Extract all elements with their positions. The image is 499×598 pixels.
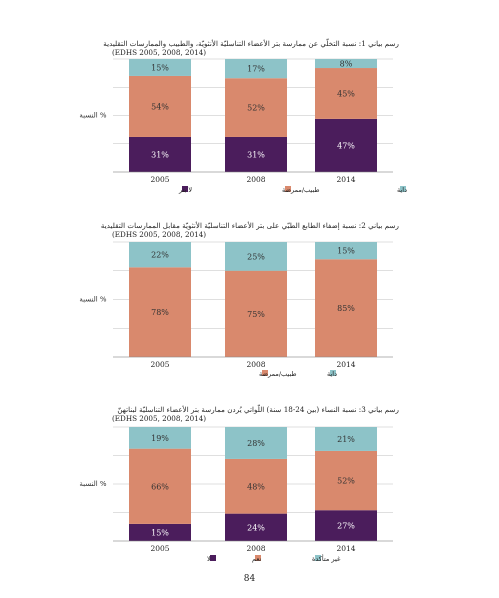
chart-2-plot: النسبة % 78% 22% 2005 75% 25% 2008 85% 15% 2014 طب… [79,241,393,378]
bar-segment [129,448,191,524]
data-label: 25% [247,252,265,261]
data-label: 28% [247,439,265,448]
legend-label: لا [207,555,211,563]
y-axis-label: النسبة % [79,112,107,120]
chart-1-title: رسم بياني 1: نسبة التخلّي عن ممارسة بتر … [103,39,399,48]
bar-segment [225,78,287,137]
y-axis-label: النسبة % [79,296,107,304]
chart-3-plot: النسبة % 15% 66% 19% 2005 24% 48% 28% 2008 27% 52%… [79,426,393,563]
legend-label: طبيب/ممرضة [282,186,320,194]
data-label: 52% [247,104,265,113]
data-label: 15% [151,528,169,537]
data-label: 78% [151,308,169,317]
bar-segment [225,458,287,514]
bar-segment [315,427,377,451]
data-label: 31% [151,150,169,159]
data-label: 85% [337,304,355,313]
data-label: 19% [151,434,169,443]
page-number: 84 [243,574,256,584]
bar-segment [315,242,377,260]
bar-segment [315,450,377,511]
chart-3-subtitle: (EDHS 2005, 2008, 2014) [112,414,207,423]
legend-swatch [285,186,291,192]
bar-segment [129,267,191,357]
chart-2-subtitle: (EDHS 2005, 2008, 2014) [112,230,207,239]
bar-segment [225,242,287,271]
chart-3-title: رسم بياني 3: نسبة النساء (بين 24-18 سنة)… [117,405,399,414]
bar-segment [129,59,191,76]
bar-segment [129,75,191,137]
chart-1-plot: النسبة % 31% 54% 15% 2005 31% 52% 17% 2008 47% 45%… [79,58,407,194]
data-label: 47% [337,141,355,150]
data-label: 15% [151,63,169,72]
data-label: 52% [337,477,355,486]
bar-segment [315,118,377,172]
legend-swatch [210,555,216,561]
legend-label: داية [397,186,407,194]
x-tick-label: 2008 [246,175,265,184]
legend-label: غير متأكدة [312,554,341,563]
legend-swatch [330,370,336,376]
legend-swatch [262,370,268,376]
bar-segment [315,68,377,119]
bar-segment [225,59,287,79]
legend-swatch [255,555,261,561]
x-tick-label: 2005 [150,175,169,184]
legend-label: طبيب/ممرضة [259,370,297,378]
bar-segment [129,242,191,268]
x-tick-label: 2014 [336,175,355,184]
data-label: 17% [247,65,265,74]
chart-1-subtitle: (EDHS 2005, 2008, 2014) [112,48,207,57]
bar-segment [315,259,377,357]
legend-swatch [182,186,188,192]
x-tick-label: 2008 [246,360,265,369]
legend-label: نعم [252,555,261,563]
data-label: 66% [151,482,169,491]
x-tick-label: 2005 [150,544,169,553]
legend-swatch [400,186,406,192]
chart-2-title: رسم بياني 2: نسبة إضفاء الطابع الطبّي عل… [100,221,399,230]
data-label: 54% [151,102,169,111]
data-label: 8% [340,60,353,69]
bar-segment [315,59,377,69]
bar-segment [225,136,287,172]
x-tick-label: 2005 [150,360,169,369]
data-label: 27% [337,522,355,531]
bar-segment [315,510,377,541]
legend-label: لا بتر [178,186,192,194]
x-tick-label: 2014 [336,544,355,553]
bar-segment [225,513,287,541]
bar-segment [129,523,191,541]
data-label: 48% [247,482,265,491]
data-label: 22% [151,251,169,260]
bar-segment [225,427,287,459]
x-tick-label: 2008 [246,544,265,553]
data-label: 24% [247,523,265,532]
data-label: 75% [247,310,265,319]
bar-segment [129,427,191,449]
legend-swatch [315,555,321,561]
data-label: 45% [337,89,355,98]
x-tick-label: 2014 [336,360,355,369]
bar-segment [129,136,191,172]
data-label: 21% [337,435,355,444]
bar-segment [225,270,287,357]
data-label: 15% [337,247,355,256]
y-axis-label: النسبة % [79,480,107,488]
data-label: 31% [247,150,265,159]
legend-label: داية [327,370,337,378]
